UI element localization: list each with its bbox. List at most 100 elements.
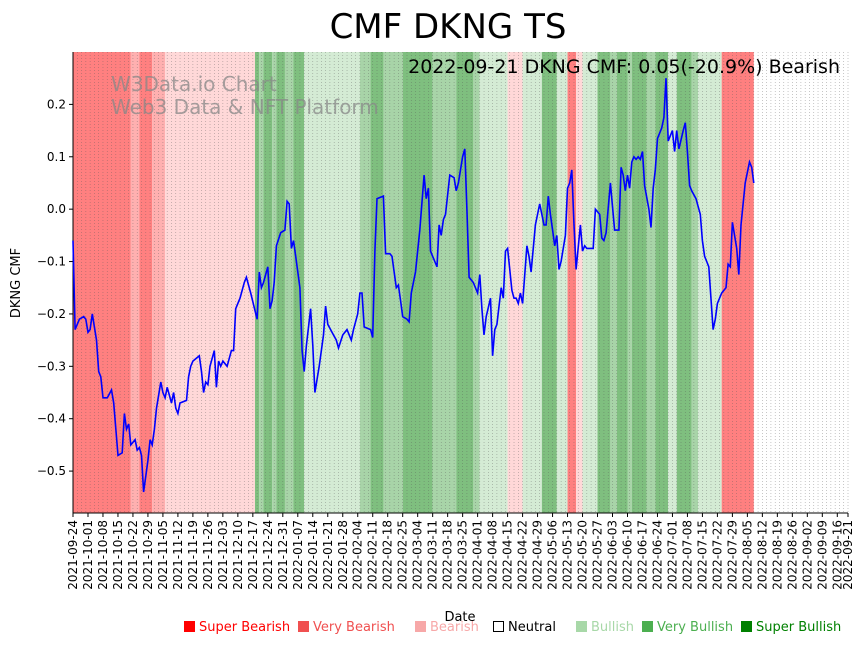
watermark-line-1: W3Data.io Chart xyxy=(111,72,277,96)
x-tick-label: 2022-01-07 xyxy=(291,520,305,590)
x-tick-label: 2021-09-24 xyxy=(66,520,80,590)
y-axis-ticks: 0.2 0.1 0.0 −0.1 −0.2 −0.3 −0.4 −0.5 xyxy=(37,97,73,478)
legend-swatch xyxy=(493,621,504,632)
x-tick-label: 2022-09-16 xyxy=(830,520,844,590)
chart-subtitle: 2022-09-21 DKNG CMF: 0.05(-20.9%) Bearis… xyxy=(408,56,840,78)
x-axis-label: Date xyxy=(444,610,475,625)
legend-item-bullish: Bullish xyxy=(576,620,634,635)
legend-label: Super Bearish xyxy=(199,620,291,635)
regime-band xyxy=(473,52,480,513)
x-tick-label: 2022-03-25 xyxy=(456,520,470,590)
x-tick-label: 2022-02-04 xyxy=(351,520,365,590)
legend-swatch xyxy=(576,621,587,632)
x-tick-label: 2022-04-08 xyxy=(486,520,500,590)
legend-label: Very Bearish xyxy=(313,620,395,635)
y-tick-label: −0.5 xyxy=(37,464,66,478)
regime-band xyxy=(691,52,699,513)
regime-band xyxy=(456,52,474,513)
regime-band xyxy=(304,52,360,513)
x-tick-label: 2021-10-01 xyxy=(81,520,95,590)
y-axis-label: DKNG CMF xyxy=(9,248,24,318)
x-tick-label: 2022-04-29 xyxy=(531,520,545,590)
legend-swatch xyxy=(184,621,195,632)
y-tick-label: 0.1 xyxy=(47,150,66,164)
regime-band xyxy=(370,52,384,513)
date-gridlines xyxy=(72,52,849,513)
x-tick-label: 2022-05-13 xyxy=(561,520,575,590)
legend-item-very-bearish: Very Bearish xyxy=(298,620,395,635)
legend-item-super-bullish: Super Bullish xyxy=(741,620,841,635)
x-tick-label: 2022-08-19 xyxy=(770,520,784,590)
x-tick-label: 2022-09-21 xyxy=(841,520,855,590)
regime-band xyxy=(284,52,294,513)
x-tick-label: 2022-04-15 xyxy=(501,520,515,590)
legend-swatch xyxy=(298,621,309,632)
regime-band xyxy=(646,52,656,513)
x-tick-label: 2022-05-06 xyxy=(546,520,560,590)
x-tick-label: 2022-06-03 xyxy=(606,520,620,590)
x-tick-label: 2022-07-15 xyxy=(695,520,709,590)
legend-item-bearish: Bearish xyxy=(415,620,479,635)
regime-band xyxy=(263,52,273,513)
x-tick-label: 2022-01-21 xyxy=(321,520,335,590)
y-tick-label: −0.1 xyxy=(37,255,66,269)
x-tick-label: 2022-03-11 xyxy=(426,520,440,590)
x-tick-label: 2022-07-08 xyxy=(680,520,694,590)
regime-band xyxy=(432,52,457,513)
regime-band xyxy=(597,52,611,513)
cmf-series-line xyxy=(72,78,755,493)
regime-band xyxy=(556,52,568,513)
x-tick-label: 2021-11-26 xyxy=(201,520,215,590)
regime-band xyxy=(383,52,403,513)
x-tick-label: 2022-05-20 xyxy=(576,520,590,590)
y-tick-label: −0.4 xyxy=(37,412,66,426)
legend-swatch xyxy=(415,621,426,632)
regime-band xyxy=(582,52,598,513)
legend-swatch xyxy=(642,621,653,632)
legend-item-very-bullish: Very Bullish xyxy=(642,620,733,635)
regime-band xyxy=(359,52,371,513)
regime-band xyxy=(522,52,542,513)
regime-band xyxy=(668,52,677,513)
x-tick-label: 2022-03-18 xyxy=(441,520,455,590)
legend-label: Super Bullish xyxy=(756,620,842,635)
x-tick-label: 2022-08-12 xyxy=(755,520,769,590)
y-tick-label: −0.3 xyxy=(37,359,66,373)
x-tick-label: 2021-10-22 xyxy=(126,520,140,590)
x-tick-label: 2022-04-01 xyxy=(471,520,485,590)
axes xyxy=(72,52,848,514)
x-tick-label: 2021-10-15 xyxy=(111,520,125,590)
x-tick-label: 2022-08-05 xyxy=(740,520,754,590)
x-tick-label: 2022-06-17 xyxy=(635,520,649,590)
regime-band xyxy=(73,52,131,513)
legend-label: Bullish xyxy=(591,620,635,635)
y-tick-label: −0.2 xyxy=(37,307,66,321)
legend-item-super-bearish: Super Bearish xyxy=(184,620,290,635)
x-tick-label: 2021-10-29 xyxy=(141,520,155,590)
regime-band xyxy=(130,52,140,513)
x-tick-label: 2022-07-29 xyxy=(725,520,739,590)
watermark-line-2: Web3 Data & NFT Platform xyxy=(111,95,379,119)
x-tick-label: 2021-12-03 xyxy=(216,520,230,590)
x-tick-label: 2022-09-09 xyxy=(815,520,829,590)
regime-band xyxy=(541,52,557,513)
x-tick-label: 2022-04-22 xyxy=(516,520,530,590)
y-tick-label: 0.0 xyxy=(47,202,66,216)
x-tick-label: 2021-12-31 xyxy=(276,520,290,590)
x-tick-label: 2022-06-24 xyxy=(650,520,664,590)
x-tick-label: 2021-11-19 xyxy=(186,520,200,590)
regime-band xyxy=(479,52,508,513)
regime-band xyxy=(627,52,632,513)
x-tick-label: 2021-11-05 xyxy=(156,520,170,590)
legend-label: Very Bullish xyxy=(657,620,734,635)
x-tick-label: 2021-10-08 xyxy=(96,520,110,590)
x-tick-label: 2022-07-22 xyxy=(710,520,724,590)
x-tick-label: 2022-02-18 xyxy=(381,520,395,590)
legend-swatch xyxy=(741,621,752,632)
x-tick-label: 2022-02-25 xyxy=(396,520,410,590)
legend-label: Bearish xyxy=(430,620,479,635)
regime-band xyxy=(402,52,433,513)
regime-band xyxy=(616,52,628,513)
regime-band xyxy=(254,52,260,513)
legend-item-neutral: Neutral xyxy=(493,620,556,635)
